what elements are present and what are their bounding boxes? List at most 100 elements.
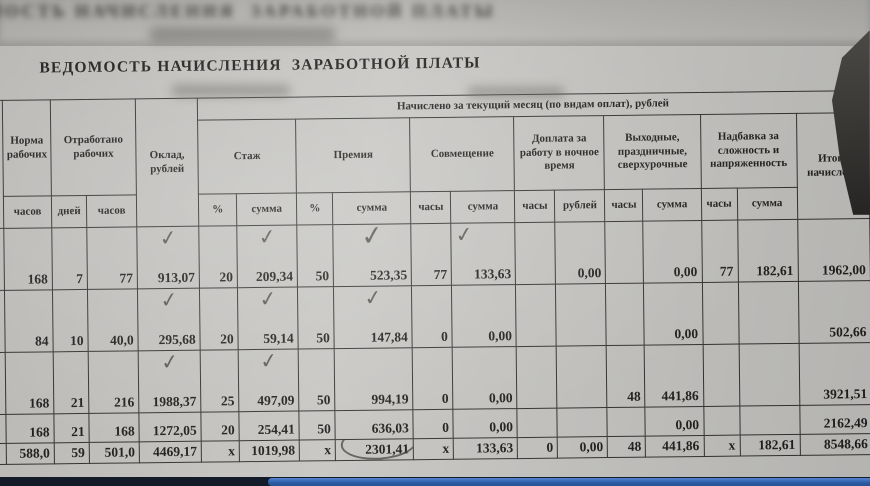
data-cell <box>702 344 740 407</box>
header-doplata-noch: Доплата за работу в ночное время <box>513 115 605 191</box>
data-cell: ✓ 295,68 <box>137 288 201 351</box>
video-progress-track[interactable] <box>0 477 870 486</box>
total-cell: 182,61 <box>739 434 801 457</box>
data-cell: 168 <box>88 412 140 443</box>
data-cell: 636,03 <box>335 409 414 440</box>
data-cell: 2162,49 <box>799 404 870 435</box>
data-cell: 50 <box>296 224 334 288</box>
sub-column-header: часы <box>410 191 452 224</box>
sub-column-header: % <box>296 192 334 226</box>
data-cell: ✓ 209,34 <box>236 225 298 288</box>
pen-checkmark-icon: ✓ <box>157 226 179 252</box>
data-cell <box>555 283 607 347</box>
total-cell: 133,63 <box>453 437 518 460</box>
data-cell <box>515 222 556 285</box>
pen-checkmark-icon: ✓ <box>358 223 386 254</box>
data-cell: 84 <box>4 289 54 353</box>
pen-checkmark-icon: ✓ <box>256 225 278 250</box>
data-cell: 0,00 <box>451 284 517 348</box>
sub-column-header: сумма <box>450 190 516 224</box>
total-cell: x <box>299 439 336 462</box>
data-cell: ✓ 1988,37 <box>138 350 202 413</box>
sub-column-header: сумма <box>332 191 412 225</box>
data-cell: 168 <box>5 351 54 415</box>
data-cell: 50 <box>297 286 335 350</box>
data-cell: 0,00 <box>452 346 518 410</box>
total-cell: 4469,17 <box>139 441 202 463</box>
total-cell: 48 <box>607 436 646 458</box>
header-otrabotano: Отработано рабочих <box>50 98 137 196</box>
data-cell <box>516 346 558 409</box>
data-cell: 0 <box>413 409 454 439</box>
data-cell: 0,00 <box>555 221 606 285</box>
blurred-title-background: ВЕДОМОСТЬ НАЧИСЛЕНИЯ ЗАРАБОТНОЙ ПЛАТЫ <box>0 1 496 21</box>
data-cell: 1962,00 <box>797 218 870 282</box>
background-sheet: ВЕДОМОСТЬ НАЧИСЛЕНИЯ ЗАРАБОТНОЙ ПЛАТЫ <box>0 0 870 46</box>
total-cell: 0,00 <box>557 436 608 459</box>
total-cell: x <box>201 440 240 463</box>
data-cell: 77 <box>701 220 738 283</box>
data-cell <box>738 343 800 407</box>
pen-checkmark-icon: ✓ <box>454 222 475 248</box>
data-cell: 254,41 <box>239 411 300 441</box>
data-cell: 10 <box>52 289 89 352</box>
data-cell: 502,66 <box>798 280 870 344</box>
table-row: 168 21 216 ✓ 1988,37 25 ✓ 497,09 50 994,19… <box>0 342 870 415</box>
total-cell: 501,0 <box>89 441 140 464</box>
data-cell: 20 <box>198 225 238 289</box>
data-cell: 0 <box>412 347 454 410</box>
data-cell <box>703 406 740 436</box>
data-cell: 40,0 <box>87 288 139 352</box>
data-cell: 441,86 <box>644 344 704 408</box>
header-nadbavka: Надбавка за сложность и напряженность <box>700 113 797 189</box>
total-cell: 0 <box>517 437 558 459</box>
data-cell <box>556 345 608 409</box>
sub-column-header: сумма <box>736 187 798 221</box>
data-cell: 77 <box>411 223 452 286</box>
pen-checkmark-icon: ✓ <box>158 288 179 314</box>
total-cell: x <box>413 438 454 460</box>
pen-checkmark-icon: ✓ <box>362 285 384 311</box>
data-cell: 3921,51 <box>798 342 870 406</box>
data-cell <box>701 282 739 345</box>
data-cell <box>605 221 644 284</box>
total-cell: x <box>703 435 740 457</box>
data-cell: 7 <box>51 227 88 290</box>
data-cell: ✓ 59,14 <box>237 287 299 350</box>
data-cell: 25 <box>200 349 240 413</box>
data-cell <box>739 405 800 436</box>
data-cell: 216 <box>88 350 139 414</box>
total-cell: 1019,98 <box>239 440 300 462</box>
data-cell <box>605 283 645 346</box>
data-cell: ✓ 133,63 <box>451 222 516 286</box>
data-cell <box>607 407 646 437</box>
data-cell <box>557 407 608 438</box>
total-cell: 2301,41 <box>335 438 414 461</box>
data-cell: 20 <box>199 287 239 351</box>
redaction-blur <box>172 85 290 96</box>
pen-checkmark-icon: ✓ <box>258 349 279 374</box>
data-cell: 168 <box>5 413 55 444</box>
data-cell: 48 <box>606 345 646 408</box>
data-cell: 182,61 <box>737 219 799 283</box>
table-row: 84 10 40,0 ✓ 295,68 20 ✓ 59,14 50 ✓ 147,84 … <box>0 280 870 353</box>
sub-column-header: часов <box>3 195 52 229</box>
pen-checkmark-icon: ✓ <box>257 287 279 312</box>
video-progress-bar[interactable] <box>268 478 870 486</box>
data-cell: 0,00 <box>643 282 703 346</box>
total-cell: 441,86 <box>645 435 704 458</box>
data-cell <box>517 408 558 438</box>
data-cell: 21 <box>53 351 89 414</box>
table-row: 168 7 77 ✓ 913,07 20 ✓ 209,34 50 ✓ 523,35 7… <box>0 218 870 291</box>
data-cell: ✓ 147,84 <box>333 285 413 349</box>
redaction-blur <box>468 87 564 97</box>
data-cell: 0 <box>411 285 453 348</box>
sub-column-header: часы <box>514 190 556 223</box>
data-cell: 21 <box>53 413 90 443</box>
sub-column-header: сумма <box>642 188 702 222</box>
data-cell: 1272,05 <box>138 412 202 442</box>
total-cell: 8548,66 <box>799 433 870 456</box>
data-cell: 0,00 <box>643 220 702 284</box>
sub-column-header: дней <box>51 195 87 228</box>
